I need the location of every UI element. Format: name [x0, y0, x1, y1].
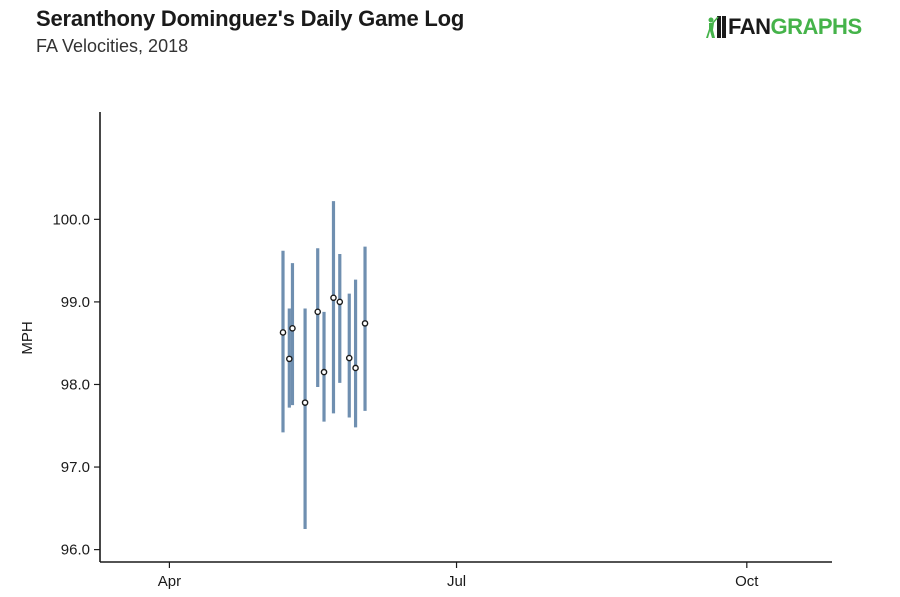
- logo-text-fan: FAN: [728, 14, 771, 39]
- mean-velocity-point: [314, 308, 322, 316]
- x-axis-ticks: Apr Jul Oct: [158, 562, 759, 590]
- x-tick-label: Jul: [447, 573, 466, 590]
- y-tick-label: 97.0: [61, 459, 90, 476]
- mean-velocity-point: [345, 354, 353, 362]
- y-tick-label: 96.0: [61, 542, 90, 559]
- x-tick-label: Oct: [735, 573, 759, 590]
- chart-title: Seranthony Dominguez's Daily Game Log: [36, 6, 465, 31]
- fangraphs-logo[interactable]: FANGRAPHS: [706, 12, 862, 42]
- mean-velocity-point: [361, 320, 369, 327]
- mean-points: [279, 294, 369, 406]
- mean-velocity-point: [330, 294, 337, 302]
- error-bars: [281, 201, 367, 529]
- mean-velocity-point: [289, 325, 296, 332]
- batter-silhouette-icon: [706, 16, 726, 38]
- y-axis-label: MPH: [19, 321, 36, 354]
- mean-velocity-point: [320, 368, 328, 376]
- x-tick-label: Apr: [158, 573, 181, 590]
- mean-velocity-point: [286, 355, 293, 363]
- logo-wordmark: FANGRAPHS: [728, 14, 862, 40]
- y-tick-label: 99.0: [61, 294, 90, 311]
- y-tick-label: 100.0: [52, 211, 90, 228]
- mean-velocity-point: [301, 399, 309, 406]
- y-tick-label: 98.0: [61, 376, 90, 393]
- chart-subtitle: FA Velocities, 2018: [36, 36, 189, 56]
- y-axis-ticks: 96.0 97.0 98.0 99.0 100.0: [52, 211, 100, 559]
- logo-text-graphs: GRAPHS: [770, 14, 863, 39]
- mean-velocity-point: [336, 298, 344, 306]
- mean-velocity-point: [352, 364, 359, 372]
- mean-velocity-point: [279, 329, 287, 336]
